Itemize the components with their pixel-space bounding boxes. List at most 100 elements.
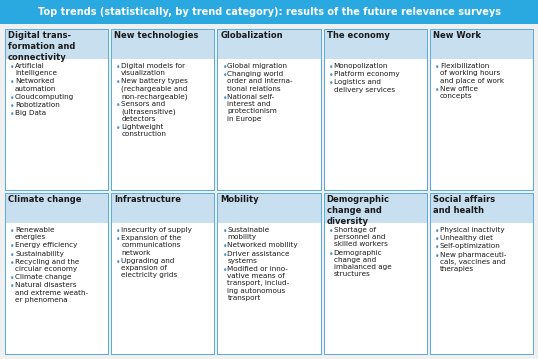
Text: Energy efficiency: Energy efficiency xyxy=(15,242,77,248)
Bar xyxy=(217,193,321,354)
Text: •: • xyxy=(222,266,227,275)
Bar xyxy=(5,193,108,354)
Bar xyxy=(430,193,533,354)
Bar xyxy=(217,193,321,354)
Text: Global migration: Global migration xyxy=(228,63,287,69)
Bar xyxy=(323,193,427,354)
Text: Physical inactivity: Physical inactivity xyxy=(440,227,505,233)
Text: •: • xyxy=(10,283,15,292)
Bar xyxy=(430,29,533,190)
Text: Unhealthy diet: Unhealthy diet xyxy=(440,235,493,241)
Text: National self-
interest and
protectionism
in Europe: National self- interest and protectionis… xyxy=(228,94,277,122)
Text: Robotization: Robotization xyxy=(15,102,60,108)
Text: Shortage of
personnel and
skilled workers: Shortage of personnel and skilled worker… xyxy=(334,227,387,247)
Text: Social affairs
and health: Social affairs and health xyxy=(433,196,495,215)
Text: New battery types
(rechargeable and
non-rechargeable): New battery types (rechargeable and non-… xyxy=(121,78,188,100)
Text: Big Data: Big Data xyxy=(15,110,46,116)
Text: Renewable
energies: Renewable energies xyxy=(15,227,54,240)
Text: Cloudcomputing: Cloudcomputing xyxy=(15,94,74,100)
Text: •: • xyxy=(10,259,15,268)
Text: •: • xyxy=(329,227,333,236)
Text: •: • xyxy=(10,63,15,72)
Bar xyxy=(217,29,321,190)
Text: Upgrading and
expansion of
electricity grids: Upgrading and expansion of electricity g… xyxy=(121,258,178,278)
Text: Monopolization: Monopolization xyxy=(334,63,388,69)
Text: •: • xyxy=(435,85,440,95)
Text: •: • xyxy=(116,63,121,72)
Bar xyxy=(111,193,215,223)
Text: New office
concepts: New office concepts xyxy=(440,85,478,99)
Text: •: • xyxy=(116,258,121,267)
Text: •: • xyxy=(116,227,121,236)
Bar xyxy=(111,29,215,190)
Bar xyxy=(111,29,215,190)
Text: •: • xyxy=(10,78,15,87)
Text: Self-optimization: Self-optimization xyxy=(440,243,500,250)
Text: Digital models for
visualization: Digital models for visualization xyxy=(121,63,185,76)
Text: New technologies: New technologies xyxy=(114,32,199,41)
Text: New Work: New Work xyxy=(433,32,481,41)
Text: Demographic
change and
diversity: Demographic change and diversity xyxy=(327,196,390,226)
Text: •: • xyxy=(116,101,121,110)
Text: Infrastructure: Infrastructure xyxy=(114,196,181,205)
Bar xyxy=(323,29,427,59)
Bar xyxy=(5,29,108,59)
Text: Demographic
change and
imbalanced age
structures: Demographic change and imbalanced age st… xyxy=(334,250,391,278)
Text: Logistics and
delivery services: Logistics and delivery services xyxy=(334,79,395,93)
Bar xyxy=(111,29,215,59)
Bar xyxy=(430,193,533,354)
Text: •: • xyxy=(116,235,121,244)
Text: Expansion of the
communications
network: Expansion of the communications network xyxy=(121,235,181,256)
Text: Mobility: Mobility xyxy=(221,196,259,205)
Text: Natural disasters
and extreme weath-
er phenomena: Natural disasters and extreme weath- er … xyxy=(15,283,88,303)
Text: Digital trans-
formation and
connectivity: Digital trans- formation and connectivit… xyxy=(8,32,75,62)
Text: The economy: The economy xyxy=(327,32,390,41)
Text: •: • xyxy=(435,63,440,72)
Text: Networked
automation: Networked automation xyxy=(15,78,56,92)
Text: Networked mobility: Networked mobility xyxy=(228,242,298,248)
Text: Artificial
intelligence: Artificial intelligence xyxy=(15,63,57,76)
Text: Modified or inno-
vative means of
transport, includ-
ing autonomous
transport: Modified or inno- vative means of transp… xyxy=(228,266,289,301)
Bar xyxy=(323,193,427,354)
Text: Flexibilization
of working hours
and place of work: Flexibilization of working hours and pla… xyxy=(440,63,504,84)
Bar xyxy=(5,193,108,354)
Bar xyxy=(111,193,215,354)
Text: •: • xyxy=(10,94,15,103)
Bar xyxy=(430,29,533,190)
Bar xyxy=(430,29,533,59)
Text: •: • xyxy=(116,123,121,132)
Text: •: • xyxy=(329,79,333,88)
Bar xyxy=(5,29,108,190)
Text: •: • xyxy=(435,243,440,252)
Text: Platform economy: Platform economy xyxy=(334,71,399,77)
Bar xyxy=(5,29,108,190)
Text: •: • xyxy=(10,274,15,283)
Text: •: • xyxy=(222,251,227,260)
Text: Climate change: Climate change xyxy=(8,196,81,205)
Text: •: • xyxy=(10,110,15,119)
Text: •: • xyxy=(116,78,121,87)
Text: •: • xyxy=(10,102,15,111)
Text: •: • xyxy=(435,252,440,261)
Text: •: • xyxy=(329,71,333,80)
Text: Climate change: Climate change xyxy=(15,274,72,280)
Bar xyxy=(5,193,108,223)
Text: •: • xyxy=(222,71,227,80)
Text: •: • xyxy=(222,242,227,251)
Text: •: • xyxy=(222,94,227,103)
Bar xyxy=(217,193,321,223)
Text: •: • xyxy=(329,63,333,72)
Bar xyxy=(217,29,321,59)
Text: Lightweight
construction: Lightweight construction xyxy=(121,123,166,137)
Text: Sensors and
(ultrasensitive)
detectors: Sensors and (ultrasensitive) detectors xyxy=(121,101,176,122)
Text: •: • xyxy=(10,251,15,260)
Text: •: • xyxy=(10,242,15,251)
Bar xyxy=(0,0,538,24)
Text: Changing world
order and interna-
tional relations: Changing world order and interna- tional… xyxy=(228,71,293,92)
Bar xyxy=(111,193,215,354)
Bar xyxy=(323,193,427,223)
Bar xyxy=(323,29,427,190)
Text: Globalization: Globalization xyxy=(221,32,283,41)
Text: •: • xyxy=(329,250,333,258)
Text: Sustainability: Sustainability xyxy=(15,251,64,257)
